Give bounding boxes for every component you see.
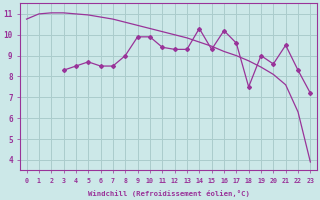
X-axis label: Windchill (Refroidissement éolien,°C): Windchill (Refroidissement éolien,°C)	[87, 190, 249, 197]
